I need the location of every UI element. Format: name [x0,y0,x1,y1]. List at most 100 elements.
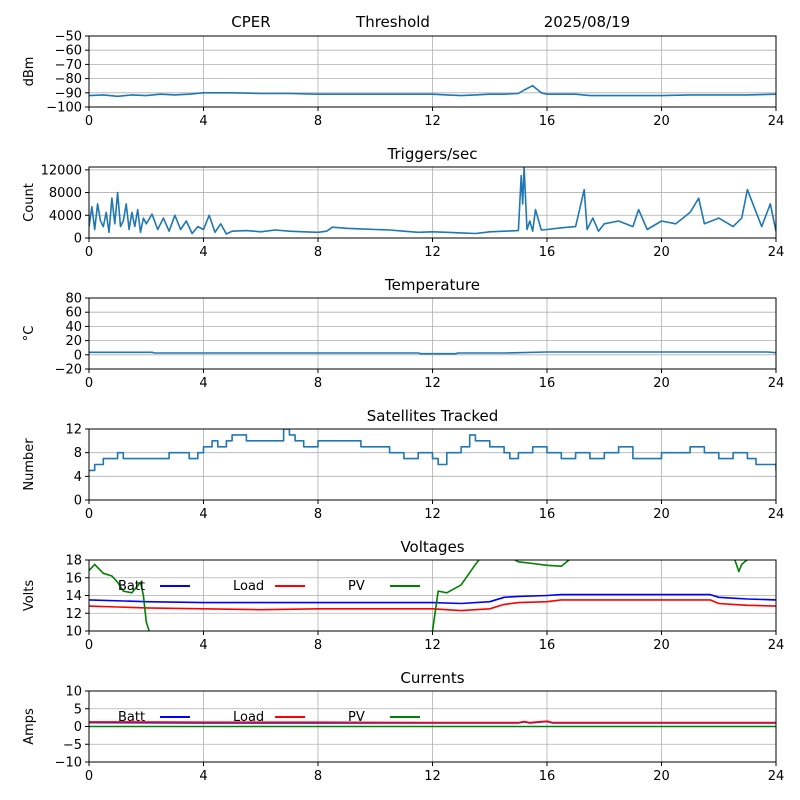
y-tick-label: 18 [65,554,82,569]
y-tick-label: 12 [65,423,82,438]
x-tick-label: 24 [768,245,785,260]
legend-label-load: Load [233,710,264,725]
x-tick-label: 24 [768,638,785,653]
x-tick-label: 4 [199,114,207,129]
y-tick-label: 12000 [41,163,82,178]
x-tick-label: 0 [85,507,93,522]
series-line-threshold [89,84,776,98]
legend-label-batt: Batt [118,710,145,725]
x-tick-label: 4 [199,769,207,784]
x-tick-label: 8 [314,114,322,129]
y-axis-label: Count [22,183,37,222]
y-tick-label: 16 [65,571,82,586]
x-tick-label: 16 [539,376,556,391]
x-tick-label: 16 [539,114,556,129]
series-line-load [89,599,776,612]
y-tick-label: 0 [74,494,82,509]
y-tick-label: 14 [65,589,82,604]
y-axis-label: Number [22,438,37,491]
x-tick-label: 12 [424,245,441,260]
y-tick-label: 8 [74,446,82,461]
series-line-load [89,720,776,724]
panel-title: Satellites Tracked [367,407,498,425]
series-line-batt [89,593,776,605]
header-site: CPER [231,13,270,31]
y-tick-label: 80 [65,292,82,307]
x-tick-label: 4 [199,245,207,260]
x-tick-label: 4 [199,376,207,391]
y-tick-label: 10 [65,685,82,700]
y-tick-label: 0 [74,348,82,363]
x-tick-label: 24 [768,507,785,522]
panel-threshold: 0 4 8 12 16 20 24 −100−90−80−70−60−50 dBm [22,30,784,130]
x-tick-label: 8 [314,769,322,784]
x-tick-label: 4 [199,638,207,653]
series-line-triggers [89,167,776,235]
x-tick-label: 8 [314,638,322,653]
y-tick-label: −60 [55,44,82,59]
y-axis-label: dBm [22,57,37,87]
x-tick-label: 20 [653,245,670,260]
y-tick-label: 10 [65,625,82,640]
y-tick-label: −100 [46,101,82,116]
series-line-satellites [89,429,776,472]
x-tick-label: 16 [539,638,556,653]
x-tick-label: 12 [424,769,441,784]
y-tick-label: 5 [74,702,82,717]
y-tick-label: 12 [65,607,82,622]
y-tick-label: 60 [65,306,82,321]
y-tick-label: 20 [65,334,82,349]
x-tick-label: 0 [85,245,93,260]
panel-title: Currents [400,669,464,687]
panel-title: Voltages [400,538,464,556]
y-tick-label: −50 [55,30,82,45]
x-tick-label: 12 [424,376,441,391]
y-axis-label: Amps [22,708,37,745]
y-tick-label: −5 [63,738,82,753]
y-tick-label: −10 [55,756,82,771]
y-tick-label: 8000 [49,186,82,201]
panel-voltages: 0 4 8 12 16 20 24 10 12 14 16 18 Voltages Volts Batt Lo… [22,538,784,653]
x-tick-label: 20 [653,638,670,653]
x-tick-label: 16 [539,507,556,522]
series-line-pv [89,560,749,631]
y-tick-label: 40 [65,320,82,335]
x-tick-label: 0 [85,376,93,391]
legend-label-pv: PV [348,579,365,594]
panel-title: Temperature [384,276,480,294]
y-tick-label: −20 [55,363,82,378]
x-tick-label: 8 [314,245,322,260]
panel-title: Triggers/sec [387,145,478,163]
x-tick-label: 20 [653,376,670,391]
legend-label-pv: PV [348,710,365,725]
header-mode: Threshold [355,13,430,31]
y-tick-label: 4 [74,470,82,485]
y-axis-label: Volts [22,580,37,612]
y-tick-label: −70 [55,58,82,73]
x-tick-label: 20 [653,507,670,522]
x-tick-label: 24 [768,376,785,391]
y-tick-label: 4000 [49,209,82,224]
panel-satellites: 0 4 8 12 16 20 24 0 4 8 12 Satellites Tracked Number [22,407,784,522]
y-axis-label: °C [22,326,37,342]
x-tick-label: 24 [768,769,785,784]
y-tick-label: 0 [74,232,82,247]
x-tick-label: 8 [314,376,322,391]
x-tick-label: 20 [653,114,670,129]
x-tick-label: 24 [768,114,785,129]
series-line-temperature [89,351,776,355]
x-tick-label: 4 [199,507,207,522]
x-tick-label: 20 [653,769,670,784]
x-tick-label: 0 [85,638,93,653]
x-tick-label: 0 [85,769,93,784]
panel-currents: 0 4 8 12 16 20 24 −10 −5 0 5 10 Currents Amps Batt Load… [22,669,784,784]
y-tick-label: −80 [55,72,82,87]
x-tick-label: 12 [424,507,441,522]
legend-label-batt: Batt [118,579,145,594]
x-tick-label: 16 [539,769,556,784]
header-date: 2025/08/19 [544,13,630,31]
x-tick-label: 8 [314,507,322,522]
